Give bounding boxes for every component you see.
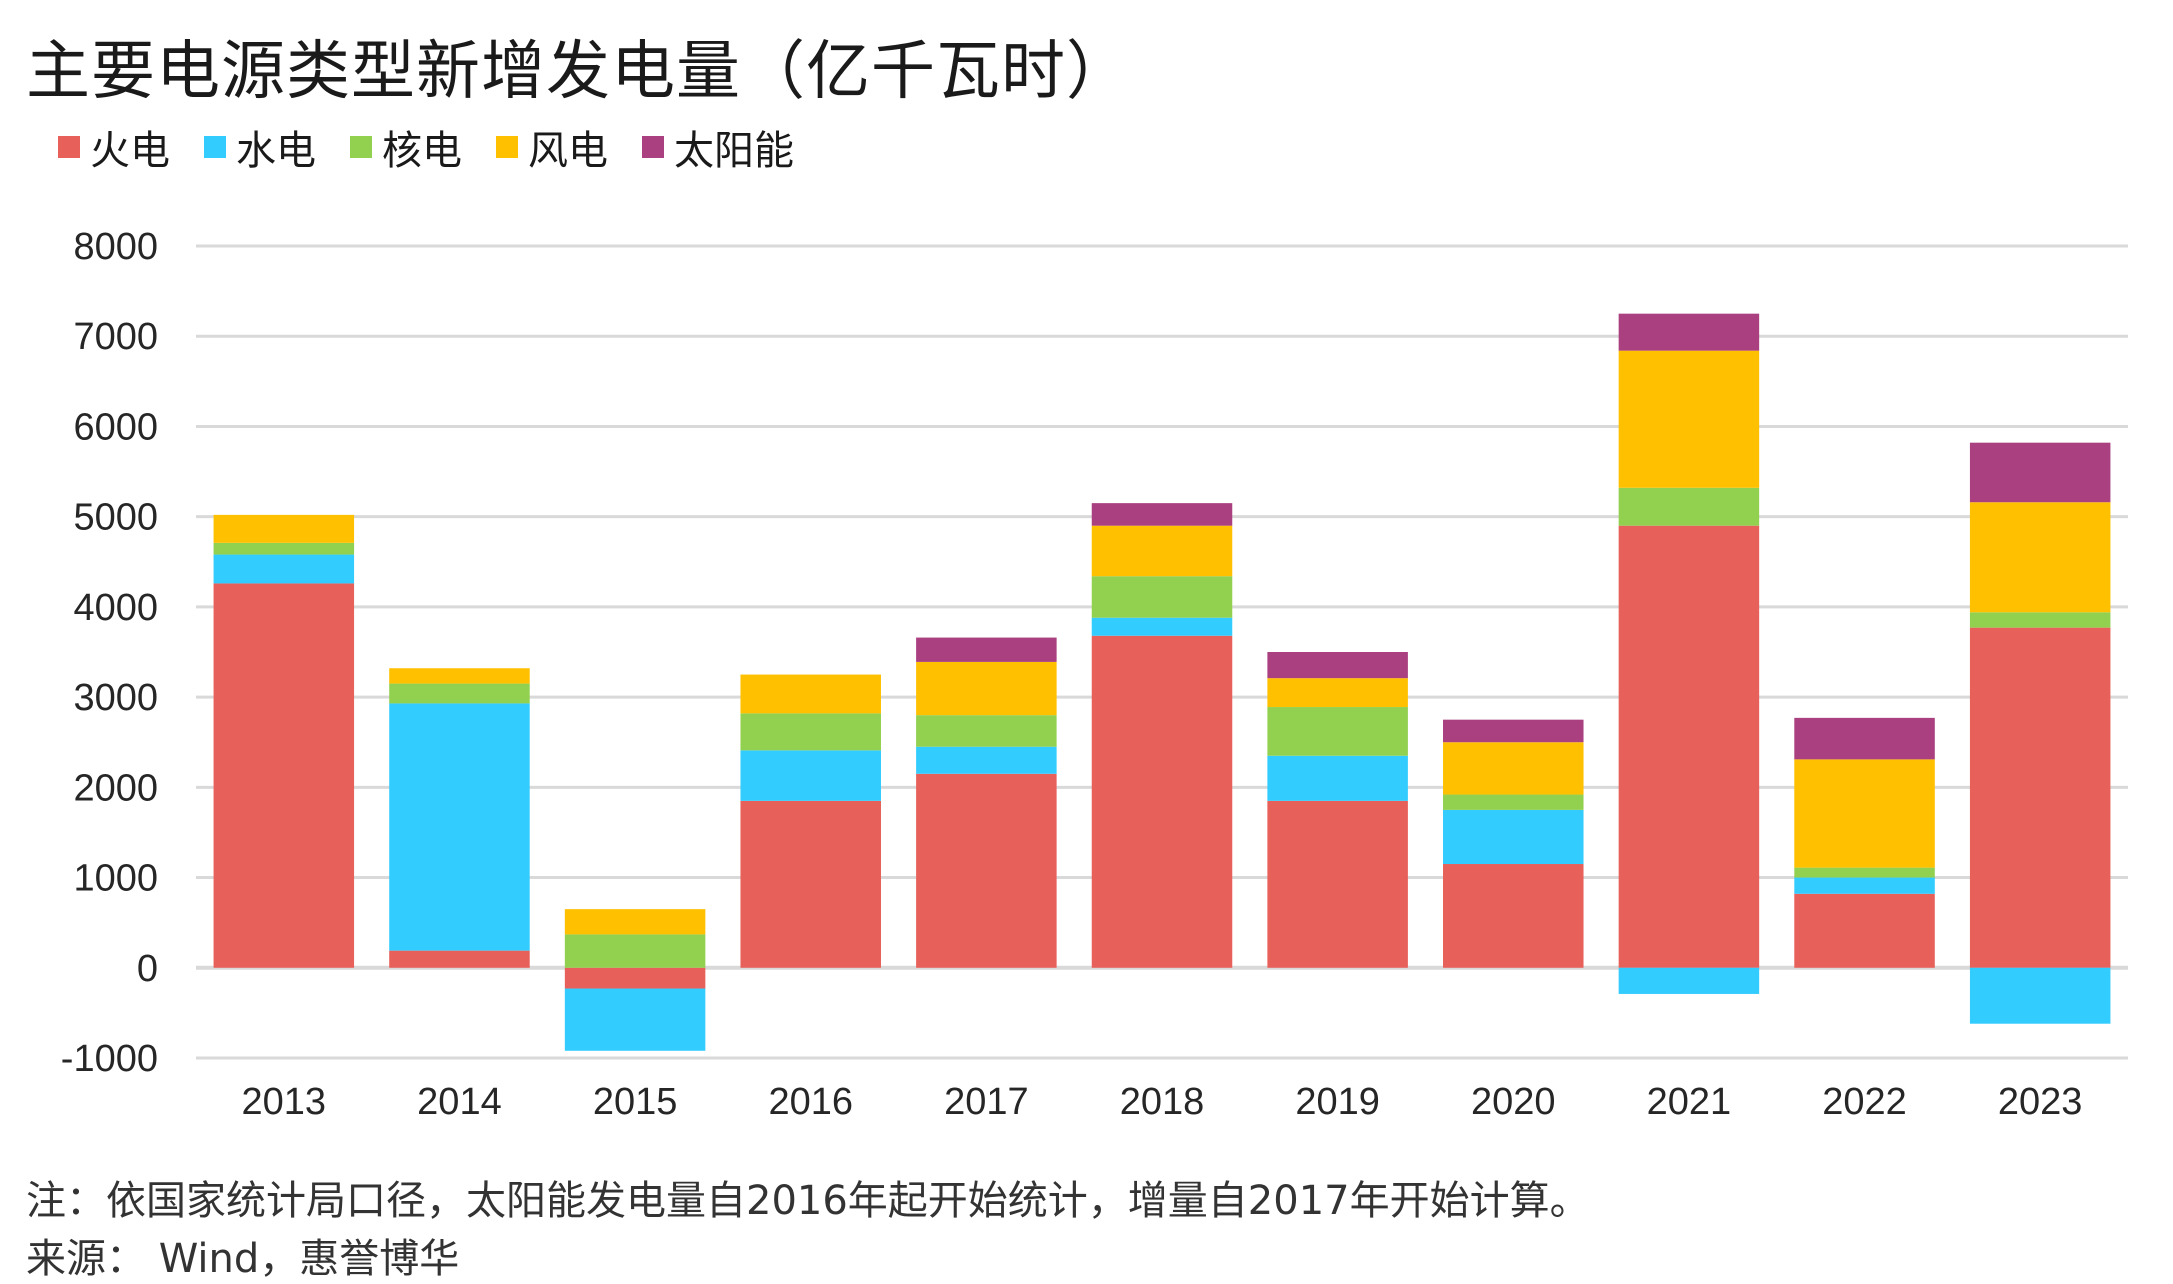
y-tick-label: 1000 — [73, 858, 158, 900]
bar-segment — [564, 967, 706, 989]
bar-segment — [213, 514, 355, 543]
bar-segment — [1091, 635, 1233, 968]
legend-item-wind: 风电 — [496, 118, 608, 176]
y-tick-label: 2000 — [73, 767, 158, 809]
bar-segment — [916, 746, 1057, 774]
bar-segment — [389, 950, 530, 968]
y-tick-label: 4000 — [73, 587, 158, 629]
x-tick-label: 2016 — [768, 1081, 853, 1123]
x-tick-label: 2023 — [1998, 1081, 2083, 1123]
legend-item-solar: 太阳能 — [642, 118, 794, 176]
bar-segment — [1267, 755, 1408, 801]
legend: 火电 水电 核电 风电 太阳能 — [58, 118, 794, 176]
bar-segment — [1969, 627, 2111, 968]
bar-segment — [916, 661, 1057, 716]
bar-segment — [564, 934, 706, 968]
bar-segment — [740, 674, 881, 714]
legend-item-hydro: 水电 — [204, 118, 316, 176]
chart-source: 来源： Wind，惠誉博华 — [26, 1236, 460, 1282]
legend-label-wind: 风电 — [528, 128, 608, 174]
bar-segment — [1267, 707, 1408, 756]
bar-segment — [1969, 967, 2111, 1024]
bar-segment — [1091, 617, 1233, 636]
bar-segment — [1794, 759, 1935, 868]
bar-segment — [1443, 719, 1584, 743]
y-tick-label: 8000 — [73, 226, 158, 268]
bar-segment — [564, 909, 706, 935]
legend-label-hydro: 水电 — [236, 128, 316, 174]
bar-segment — [1091, 503, 1233, 526]
y-tick-label: 7000 — [73, 316, 158, 358]
legend-item-thermal: 火电 — [58, 118, 170, 176]
legend-swatch-hydro — [204, 136, 226, 158]
bar-segment — [740, 800, 881, 968]
legend-label-nuclear: 核电 — [382, 128, 462, 174]
bar-segment — [1618, 525, 1760, 968]
bar-segment — [213, 583, 355, 968]
bar-segment — [1794, 867, 1935, 878]
legend-item-nuclear: 核电 — [350, 118, 462, 176]
x-tick-label: 2015 — [593, 1081, 678, 1123]
y-tick-label: -1000 — [61, 1038, 158, 1080]
bar-segment — [213, 542, 355, 555]
bar-segment — [1267, 678, 1408, 708]
bar-segment — [1443, 742, 1584, 795]
x-tick-label: 2018 — [1120, 1081, 1205, 1123]
legend-swatch-thermal — [58, 136, 80, 158]
x-tick-label: 2022 — [1822, 1081, 1907, 1123]
chart-note: 注：依国家统计局口径，太阳能发电量自2016年起开始统计，增量自2017年开始计… — [26, 1178, 1590, 1224]
bar-segment — [389, 703, 530, 951]
bar-segment — [1443, 809, 1584, 865]
bar-segment — [1443, 864, 1584, 968]
bar-segment — [916, 637, 1057, 662]
bar-segment — [1618, 313, 1760, 351]
bar-segment — [1794, 893, 1935, 968]
legend-swatch-wind — [496, 136, 518, 158]
y-tick-label: 5000 — [73, 497, 158, 539]
legend-swatch-nuclear — [350, 136, 372, 158]
bar-segment — [1443, 794, 1584, 810]
bar-segment — [1618, 350, 1760, 488]
legend-label-solar: 太阳能 — [674, 128, 794, 174]
bar-segment — [1091, 525, 1233, 577]
bar-segment — [916, 773, 1057, 968]
bar-segment — [1794, 717, 1935, 760]
y-tick-label: 0 — [137, 948, 158, 990]
bar-segment — [916, 715, 1057, 747]
chart-title: 主要电源类型新增发电量（亿千瓦时） — [26, 35, 1131, 109]
bar-segment — [1969, 612, 2111, 628]
y-tick-label: 6000 — [73, 406, 158, 448]
x-tick-label: 2013 — [242, 1081, 327, 1123]
bar-segment — [389, 668, 530, 684]
bar-segment — [1091, 576, 1233, 618]
y-tick-label: 3000 — [73, 677, 158, 719]
bar-segment — [1618, 487, 1760, 526]
x-tick-label: 2020 — [1471, 1081, 1556, 1123]
x-tick-label: 2014 — [417, 1081, 502, 1123]
bar-segment — [1969, 442, 2111, 503]
x-tick-label: 2021 — [1647, 1081, 1732, 1123]
bar-segment — [1267, 800, 1408, 968]
bar-segment — [1618, 967, 1760, 994]
bar-segment — [1267, 652, 1408, 679]
bar-segment — [740, 750, 881, 801]
x-tick-label: 2017 — [944, 1081, 1029, 1123]
bar-segment — [213, 554, 355, 584]
x-tick-label: 2019 — [1295, 1081, 1380, 1123]
bar-segment — [1969, 502, 2111, 613]
legend-label-thermal: 火电 — [90, 128, 170, 174]
bar-segment — [1794, 877, 1935, 894]
bar-segment — [564, 988, 706, 1051]
legend-swatch-solar — [642, 136, 664, 158]
bar-segment — [389, 683, 530, 704]
bar-segment — [740, 713, 881, 751]
